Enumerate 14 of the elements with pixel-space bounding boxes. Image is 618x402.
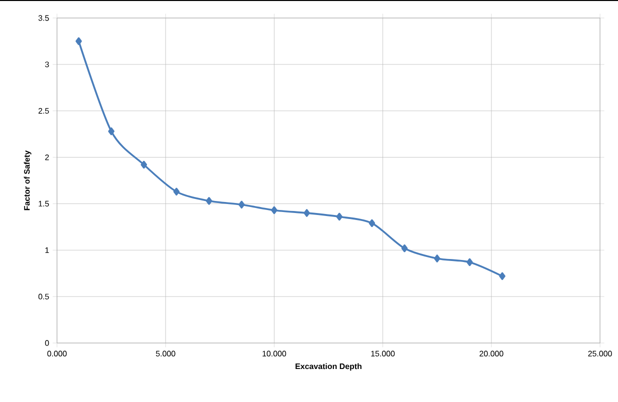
point xyxy=(271,206,278,214)
point xyxy=(499,272,506,280)
point xyxy=(108,127,114,136)
point xyxy=(336,212,343,221)
point xyxy=(173,188,180,196)
point xyxy=(304,209,310,217)
point xyxy=(401,244,408,252)
point xyxy=(140,160,148,169)
point xyxy=(466,258,473,266)
point xyxy=(368,219,376,228)
point xyxy=(238,200,245,209)
point xyxy=(434,254,440,262)
point xyxy=(206,197,212,205)
point xyxy=(76,37,82,46)
